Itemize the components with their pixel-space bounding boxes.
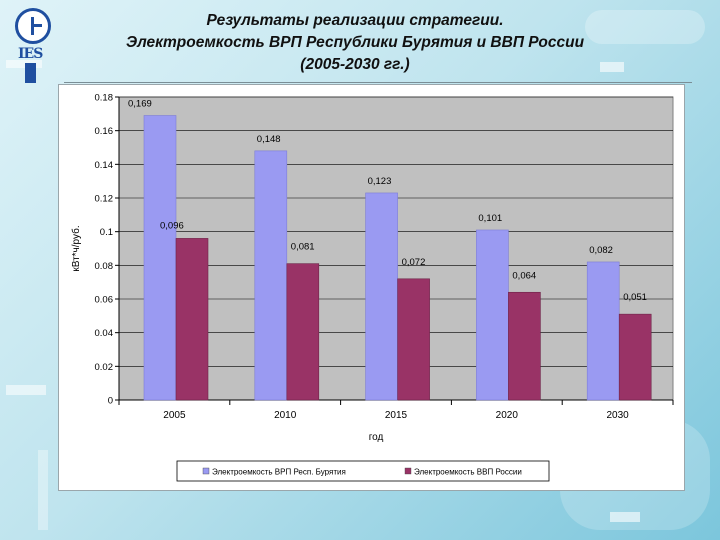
y-tick-label: 0.08: [95, 261, 114, 272]
legend-box: [176, 460, 550, 482]
data-label-buryatia: 0,082: [589, 245, 613, 256]
bar-russia: [618, 313, 652, 401]
data-label-russia: 0,096: [160, 220, 184, 231]
logo-bar: [25, 63, 36, 83]
y-tick-label: 0.12: [95, 194, 114, 205]
data-label-buryatia: 0,101: [478, 213, 502, 224]
logo-text: IES: [18, 46, 43, 62]
title-line-2: Электроемкость ВРП Республики Бурятия и …: [125, 34, 585, 51]
y-tick-label: 0: [108, 396, 113, 407]
legend-label-russia: Электроемкость ВВП России: [414, 468, 522, 477]
data-label-russia: 0,072: [402, 257, 426, 268]
x-tick-label: 2030: [606, 410, 629, 421]
y-tick-label: 0.1: [100, 227, 113, 238]
data-label-buryatia: 0,169: [128, 99, 152, 110]
y-tick-label: 0.14: [95, 160, 114, 171]
title-line-3: (2005-2030 гг.): [300, 56, 410, 73]
data-label-buryatia: 0,123: [368, 176, 392, 187]
logo-emblem-icon: [15, 8, 51, 44]
data-label-russia: 0,064: [512, 270, 536, 281]
bar-russia: [397, 278, 430, 401]
slide-title: Результаты реализации стратегии. Электро…: [70, 10, 640, 76]
x-tick-label: 2020: [496, 410, 519, 421]
data-label-buryatia: 0,148: [257, 134, 281, 145]
x-axis-title: год: [369, 432, 384, 443]
data-label-russia: 0,081: [291, 242, 315, 253]
bar-buryatia: [586, 261, 620, 401]
bar-buryatia: [476, 229, 509, 401]
chart-frame: 0 0.02 0.04 0.06 0.08 0.1 0.12 0.14 0.16 0.18 2005…: [58, 84, 685, 491]
bar-russia: [286, 263, 320, 401]
data-label-russia: 0,051: [623, 292, 647, 303]
bar-russia: [508, 291, 541, 401]
legend-label-buryatia: Электроемкость ВРП Респ. Бурятия: [212, 468, 346, 477]
bar-russia: [175, 238, 209, 401]
title-line-1: Результаты реализации стратегии.: [206, 12, 504, 29]
bar-buryatia: [254, 150, 288, 401]
y-tick-label: 0.02: [95, 362, 114, 373]
decor-bar: [600, 62, 624, 72]
decor-bar: [610, 512, 640, 522]
y-tick-label: 0.04: [95, 328, 114, 339]
title-divider: [64, 82, 692, 83]
y-tick-label: 0.06: [95, 295, 114, 306]
y-tick-label: 0.16: [95, 126, 114, 137]
y-tick-label: 0.18: [95, 93, 114, 104]
x-tick-label: 2015: [385, 410, 408, 421]
decor-bar: [6, 60, 42, 68]
bar-buryatia: [143, 115, 177, 401]
legend-swatch-russia: [404, 467, 412, 475]
legend-swatch-buryatia: [202, 467, 210, 475]
decor-shape: [585, 10, 705, 44]
ies-logo: IES: [10, 6, 60, 83]
bar-buryatia: [365, 192, 398, 401]
y-axis-title: кВт*ч/руб.: [70, 225, 82, 271]
bar-chart: 0 0.02 0.04 0.06 0.08 0.1 0.12 0.14 0.16 0.18 2005…: [70, 93, 674, 482]
x-tick-label: 2005: [163, 410, 186, 421]
decor-bar: [6, 385, 46, 395]
x-tick-label: 2010: [274, 410, 297, 421]
decor-bar: [38, 450, 48, 530]
